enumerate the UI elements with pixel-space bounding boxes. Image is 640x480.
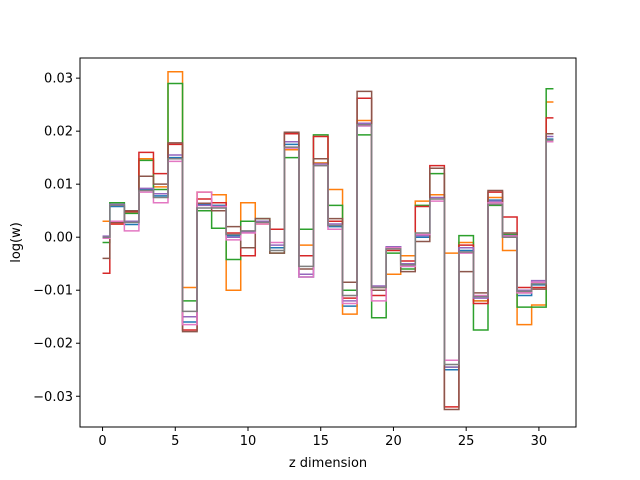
- y-tick-label: −0.02: [33, 337, 73, 352]
- x-axis: 0 5 10 15 20 25 30: [98, 427, 547, 449]
- x-tick-label: 5: [171, 434, 179, 449]
- y-axis: −0.03 −0.02 −0.01 0.00 0.01 0.02 0.03: [33, 72, 80, 405]
- y-axis-label: log(w): [9, 222, 24, 263]
- x-axis-label: z dimension: [289, 456, 367, 471]
- series-line-8: [102, 124, 554, 366]
- x-tick-label: 15: [312, 434, 329, 449]
- y-tick-label: 0.01: [44, 178, 73, 193]
- y-tick-label: −0.03: [33, 390, 73, 405]
- series-layer: [102, 71, 554, 411]
- x-tick-label: 20: [385, 434, 402, 449]
- y-tick-label: 0.02: [44, 125, 73, 140]
- plot-area: [79, 57, 577, 428]
- x-tick-label: 30: [531, 434, 548, 449]
- x-tick-label: 25: [458, 434, 475, 449]
- y-tick-label: −0.01: [33, 284, 73, 299]
- y-tick-label: 0.03: [44, 72, 73, 87]
- y-tick-label: 0.00: [44, 231, 73, 246]
- x-tick-label: 0: [98, 434, 106, 449]
- plot-frame: [79, 57, 577, 428]
- x-tick-label: 10: [240, 434, 257, 449]
